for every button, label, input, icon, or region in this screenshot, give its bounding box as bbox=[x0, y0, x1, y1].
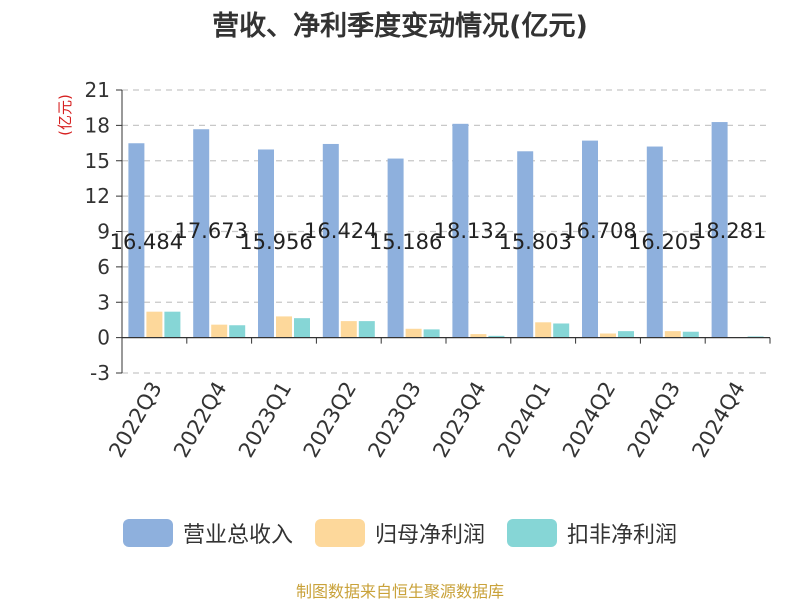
legend-item-revenue[interactable]: 营业总收入 bbox=[122, 517, 293, 549]
legend-swatch-revenue bbox=[122, 519, 173, 547]
y-tick-label: 15 bbox=[85, 149, 110, 173]
y-axis-label: (亿元) bbox=[56, 94, 74, 136]
data-label: 15.186 bbox=[369, 230, 442, 254]
legend-item-deducted-profit[interactable]: 扣非净利润 bbox=[507, 517, 677, 549]
bar-2024Q3-s1 bbox=[664, 331, 681, 338]
y-tick-label: 12 bbox=[85, 184, 110, 208]
legend-label-revenue: 营业总收入 bbox=[182, 523, 293, 548]
data-label: 18.281 bbox=[693, 219, 766, 243]
y-tick-label: 3 bbox=[97, 290, 110, 314]
data-label: 16.205 bbox=[628, 230, 701, 254]
bar-2023Q3-s1 bbox=[405, 328, 422, 338]
x-tick-label: 2022Q3 bbox=[104, 378, 166, 462]
bar-2022Q3-s1 bbox=[146, 311, 163, 338]
bar-layer bbox=[128, 122, 764, 339]
legend-item-net-profit[interactable]: 归母净利润 bbox=[314, 517, 485, 549]
legend-swatch-net-profit bbox=[314, 519, 365, 547]
bar-2023Q2-s2 bbox=[358, 321, 375, 338]
bar-2024Q2-s2 bbox=[618, 331, 634, 338]
bar-2024Q2-s0 bbox=[582, 140, 598, 338]
legend-label-net-profit: 归母净利润 bbox=[374, 523, 485, 548]
data-label: 16.484 bbox=[110, 230, 183, 254]
bar-2023Q1-s2 bbox=[294, 318, 310, 338]
bar-2024Q4-s0 bbox=[711, 122, 728, 338]
x-tick-label: 2023Q4 bbox=[428, 378, 490, 462]
bar-2022Q4-s0 bbox=[193, 129, 210, 338]
x-tick-label: 2023Q2 bbox=[299, 378, 361, 462]
chart-title: 营收、净利季度变动情况(亿元) bbox=[212, 11, 588, 42]
bar-2022Q4-s1 bbox=[211, 324, 228, 338]
legend-label-deducted-profit: 扣非净利润 bbox=[567, 523, 678, 548]
legend: 营业总收入 归母净利润 扣非净利润 bbox=[0, 517, 800, 549]
y-tick-label: 18 bbox=[85, 113, 110, 137]
legend-swatch-deducted-profit bbox=[507, 519, 557, 547]
bar-2023Q1-s1 bbox=[276, 316, 292, 338]
bar-2022Q4-s2 bbox=[229, 325, 246, 338]
y-tick-label: 0 bbox=[97, 326, 110, 350]
bar-2022Q3-s0 bbox=[128, 143, 145, 338]
bar-2024Q1-s1 bbox=[535, 322, 552, 338]
bar-2024Q2-s1 bbox=[600, 333, 616, 338]
bar-2024Q3-s0 bbox=[646, 146, 663, 338]
source-note: 制图数据来自恒生聚源数据库 bbox=[295, 582, 504, 601]
x-tick-label: 2024Q4 bbox=[687, 378, 749, 462]
bar-2023Q1-s0 bbox=[258, 149, 274, 338]
bar-2023Q4-s1 bbox=[470, 334, 487, 338]
y-tick-label: -3 bbox=[90, 361, 110, 385]
x-tick-label: 2024Q2 bbox=[558, 378, 620, 462]
bar-2024Q1-s0 bbox=[517, 151, 534, 338]
x-tick-label: 2024Q1 bbox=[493, 378, 555, 462]
bar-2023Q2-s1 bbox=[340, 321, 357, 338]
bar-2023Q3-s2 bbox=[423, 329, 440, 338]
x-tick-label: 2022Q4 bbox=[169, 378, 231, 462]
y-tick-label: 6 bbox=[97, 255, 110, 279]
bar-2022Q3-s2 bbox=[164, 311, 181, 338]
label-layer: 16.48417.67315.95616.42415.18618.13215.8… bbox=[110, 219, 767, 254]
bar-2023Q4-s0 bbox=[452, 123, 469, 338]
data-label: 15.803 bbox=[498, 230, 571, 254]
bar-2024Q3-s2 bbox=[682, 331, 699, 338]
bar-2023Q2-s0 bbox=[322, 143, 339, 338]
bar-2024Q1-s2 bbox=[553, 323, 570, 338]
bar-2023Q3-s0 bbox=[387, 158, 404, 338]
data-label: 18.132 bbox=[434, 219, 507, 243]
data-label: 17.673 bbox=[174, 219, 247, 243]
data-label: 16.424 bbox=[304, 219, 377, 243]
y-tick-label: 21 bbox=[85, 78, 110, 102]
x-tick-label: 2023Q3 bbox=[363, 378, 425, 462]
bar-2023Q4-s2 bbox=[488, 335, 505, 338]
y-tick-label: 9 bbox=[97, 220, 110, 244]
data-label: 15.956 bbox=[239, 230, 312, 254]
x-tick-label: 2024Q3 bbox=[623, 378, 685, 462]
x-tick-label: 2023Q1 bbox=[234, 378, 296, 462]
data-label: 16.708 bbox=[563, 219, 636, 243]
